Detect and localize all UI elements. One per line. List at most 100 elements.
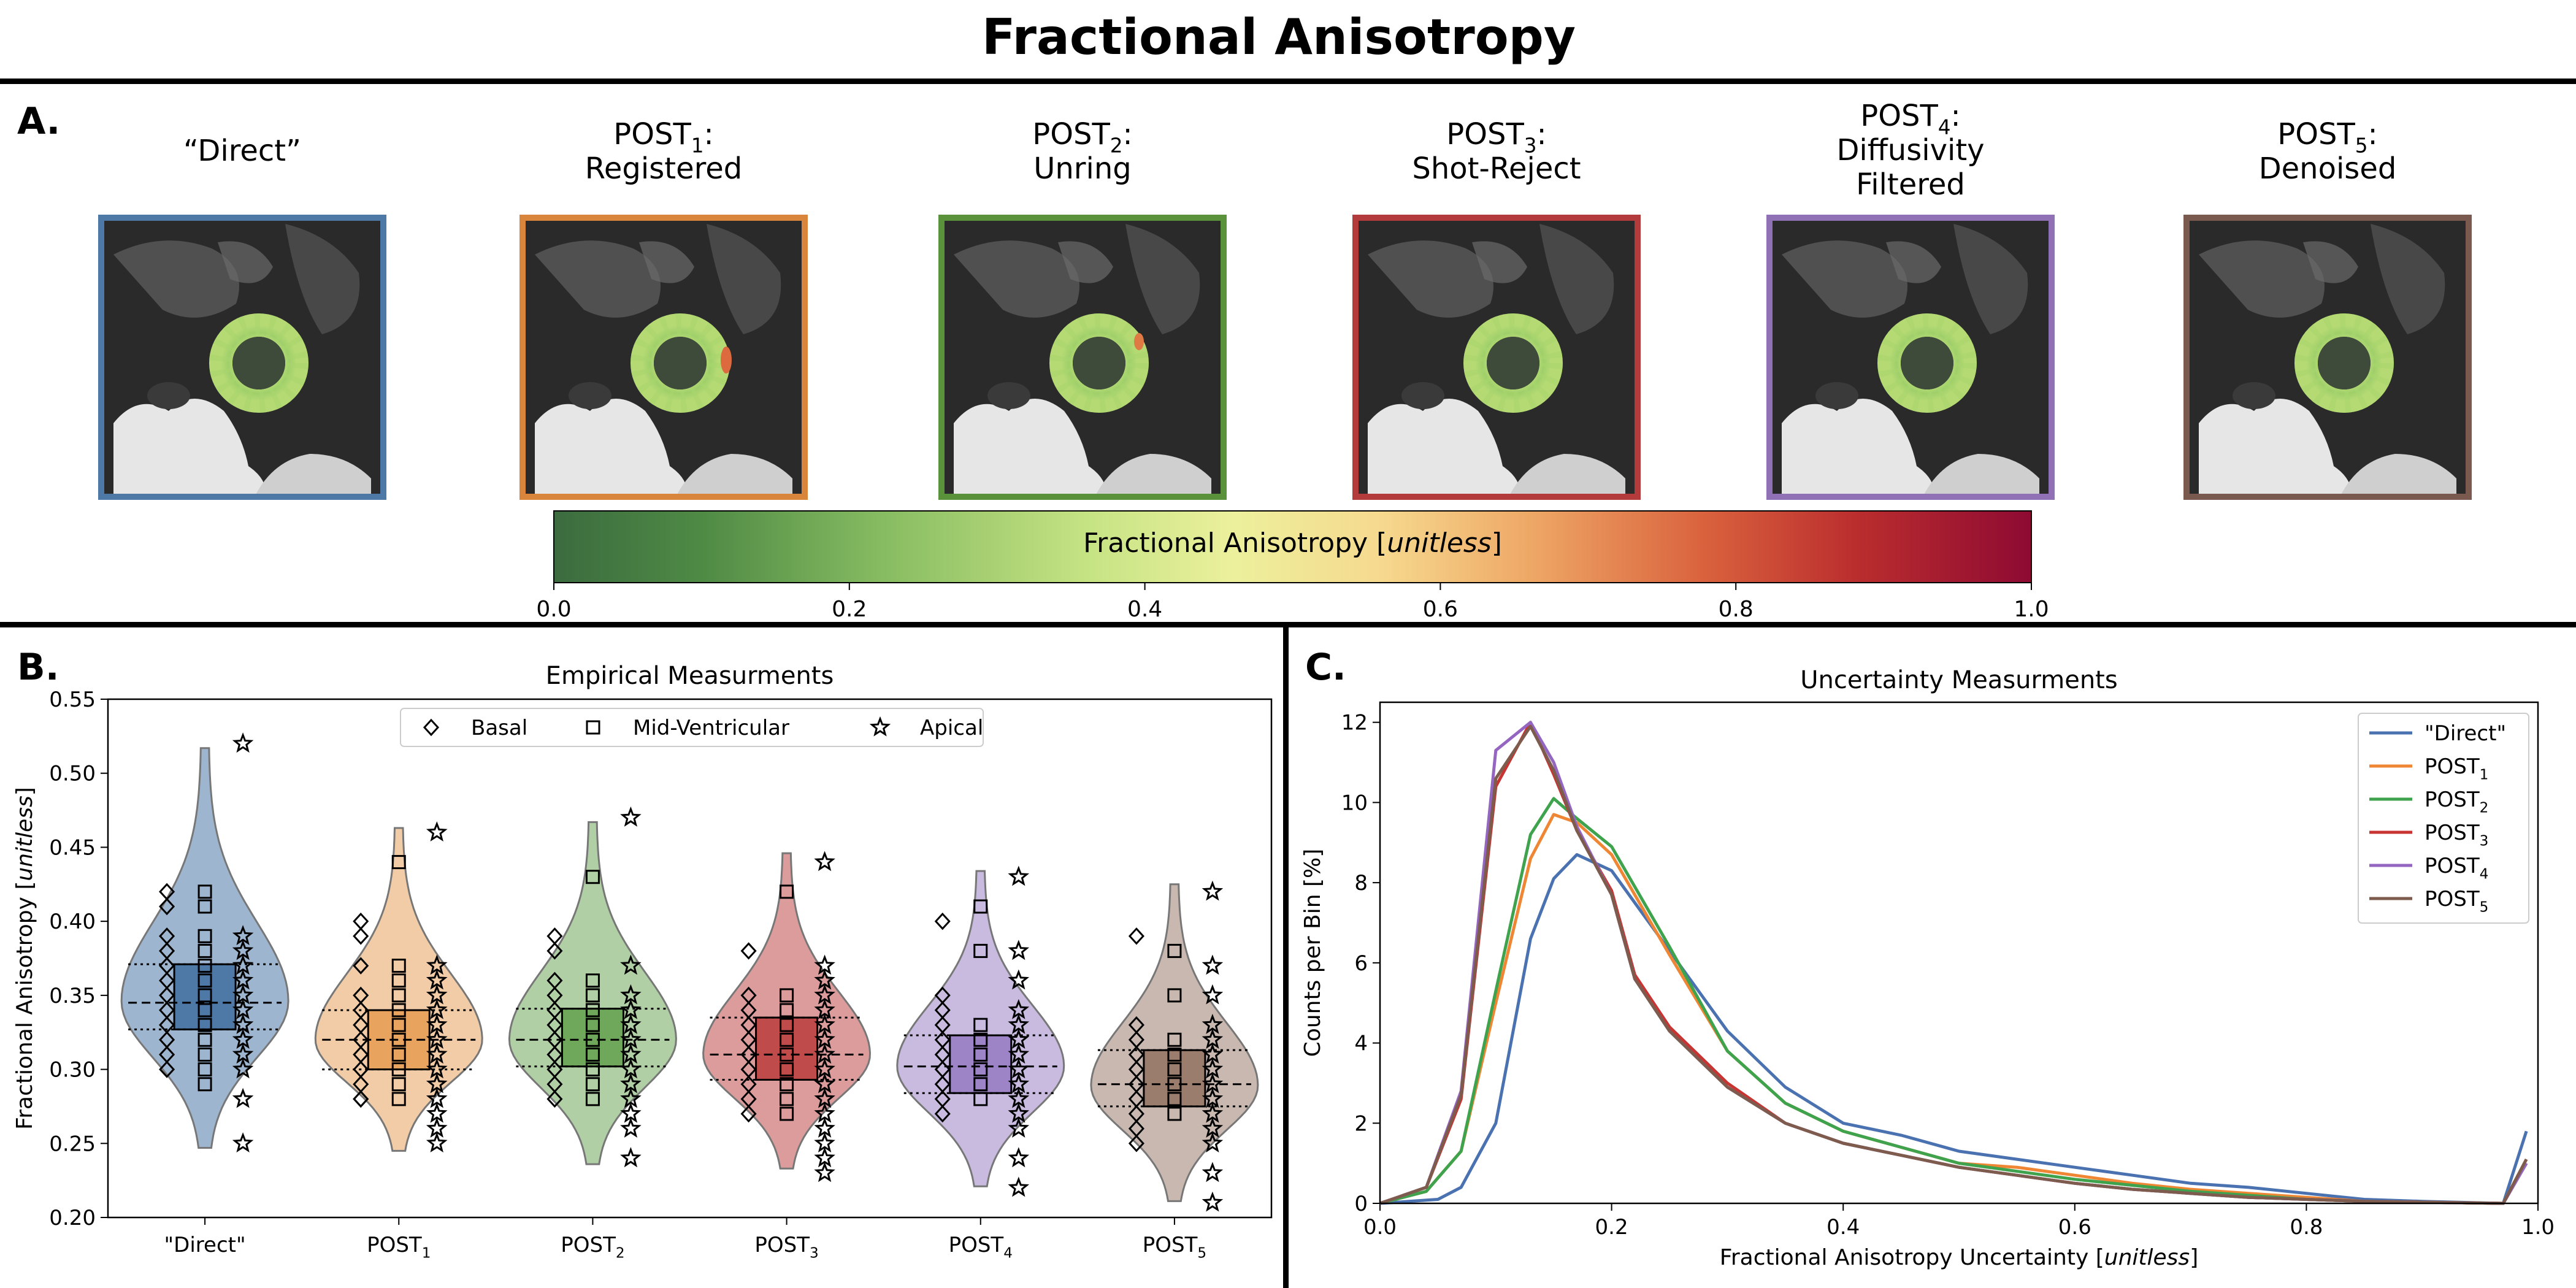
mid-ventricular-marker	[391, 1018, 406, 1032]
image-label-line-subscript: 1	[691, 134, 704, 157]
mri-tissue	[218, 241, 273, 283]
mid-ventricular-marker	[973, 1047, 988, 1062]
blood-pool	[232, 337, 285, 389]
image-label-line-text: Diffusivity	[1836, 133, 1984, 167]
apical-marker	[426, 1117, 448, 1138]
apical-marker	[232, 940, 254, 960]
image-label-line-subscript: 2	[1110, 134, 1123, 157]
image-label-line-text: POST	[1860, 99, 1938, 133]
legend-label: POST3	[2425, 821, 2488, 849]
apical-marker	[1202, 984, 1224, 1005]
basal-marker	[934, 912, 951, 930]
apical-marker	[426, 1043, 448, 1064]
mid-ventricular-marker	[585, 1077, 600, 1092]
apical-marker	[1008, 1013, 1030, 1034]
x-axis-label-part: Fractional Anisotropy Uncertainty [	[1720, 1245, 2104, 1270]
apical-marker	[814, 1117, 835, 1138]
myocardium-texture	[1463, 313, 1563, 413]
mid-ventricular-marker	[585, 1092, 600, 1106]
colorbar	[553, 510, 2032, 583]
violin-y-axis-label: Fractional Anisotropy [unitless]	[12, 787, 37, 1130]
x-tick-label-text: POST	[949, 1233, 1004, 1257]
mid-ventricular-marker	[585, 1003, 600, 1018]
mid-ventricular-marker	[197, 943, 212, 958]
basal-marker	[546, 927, 563, 945]
mid-ventricular-marker	[391, 973, 406, 988]
apical-marker	[426, 1013, 448, 1034]
apical-marker	[620, 1043, 642, 1064]
mri-dark-region	[147, 382, 190, 409]
apical-marker	[232, 732, 254, 753]
apical-marker	[426, 1087, 448, 1108]
image-label-line: POST5:	[2277, 117, 2377, 157]
mid-ventricular-marker	[391, 1077, 406, 1092]
violin-body	[120, 747, 289, 1149]
y-tick-label: 0.40	[49, 910, 96, 934]
legend-label: POST2	[2425, 788, 2488, 816]
violin-group	[314, 821, 483, 1152]
mri-tissue	[1886, 241, 1941, 283]
y-tick-label: 0.20	[49, 1206, 96, 1230]
image-label-line: “Direct”	[183, 134, 301, 168]
apical-marker	[1202, 1117, 1224, 1138]
y-tick-label: 0	[1354, 1192, 1368, 1216]
mid-ventricular-marker	[1167, 1092, 1182, 1106]
line-plot-frame	[1379, 701, 2539, 1205]
mri-bright-tissue	[1782, 399, 1935, 497]
violin-group	[1090, 880, 1259, 1212]
mid-ventricular-marker	[197, 899, 212, 914]
colorbar-label-suffix: ]	[1492, 527, 1502, 559]
image-label-line-text: Unring	[1033, 151, 1132, 186]
mid-ventricular-marker	[585, 1047, 600, 1062]
legend-label: Mid-Ventricular	[633, 716, 789, 740]
mid-ventricular-marker	[197, 1003, 212, 1018]
x-tick-label: 0.6	[2058, 1215, 2091, 1240]
image-panel-1: POST1:Registered	[519, 117, 808, 500]
mid-ventricular-marker	[973, 899, 988, 914]
legend-label: Apical	[920, 716, 983, 740]
y-tick-label: 2	[1354, 1111, 1368, 1136]
x-tick-label: "Direct"	[164, 1233, 246, 1257]
mri-tissue	[113, 240, 239, 318]
mid-ventricular-marker	[780, 1032, 794, 1047]
mri-bright-tissue	[113, 399, 267, 497]
colorbar-tick-label: 0.2	[832, 597, 867, 622]
apical-marker	[232, 969, 254, 990]
mid-ventricular-marker	[780, 1018, 794, 1032]
legend-label-subscript: 4	[2480, 867, 2489, 883]
mri-tissue	[1782, 240, 1907, 318]
image-label-line: POST4:	[1860, 99, 1960, 139]
apical-marker	[1202, 1162, 1224, 1183]
mri-dark-region	[569, 382, 611, 409]
violin-body	[1090, 883, 1259, 1202]
mri-tissue	[707, 224, 781, 334]
x-tick-label-text: "Direct"	[164, 1233, 246, 1257]
image-label-line-text: Denoised	[2259, 151, 2397, 186]
legend-label-text: POST	[2425, 754, 2480, 779]
legend-label-subscript: 1	[2480, 767, 2489, 783]
image-label-line: Shot-Reject	[1412, 151, 1581, 186]
image-frame	[98, 215, 386, 500]
basal-marker	[159, 897, 175, 916]
mri-bright-tissue	[2199, 399, 2352, 497]
apical-marker	[232, 1043, 254, 1064]
apical-marker	[232, 1087, 254, 1108]
colorbar-tick-label: 0.0	[536, 597, 571, 622]
x-axis-label-part: ]	[2190, 1245, 2198, 1270]
mri-tissue	[1368, 240, 1493, 318]
mid-ventricular-marker	[585, 988, 600, 1003]
basal-marker	[740, 942, 757, 960]
mid-ventricular-marker	[197, 973, 212, 988]
x-tick-label: 0.0	[1363, 1215, 1397, 1240]
x-tick-label-subscript: 2	[616, 1246, 625, 1262]
apical-marker	[1202, 1013, 1224, 1034]
mri-dark-region	[987, 382, 1030, 409]
violin-group	[508, 806, 677, 1168]
mid-ventricular-marker	[197, 988, 212, 1003]
legend-label: POST1	[2425, 754, 2488, 783]
mri-tissue	[2371, 224, 2445, 334]
apical-marker	[1008, 1043, 1030, 1064]
legend-star-marker	[869, 716, 891, 737]
image-label-line: POST1:	[613, 117, 713, 157]
legend-label-text: POST	[2425, 821, 2480, 845]
